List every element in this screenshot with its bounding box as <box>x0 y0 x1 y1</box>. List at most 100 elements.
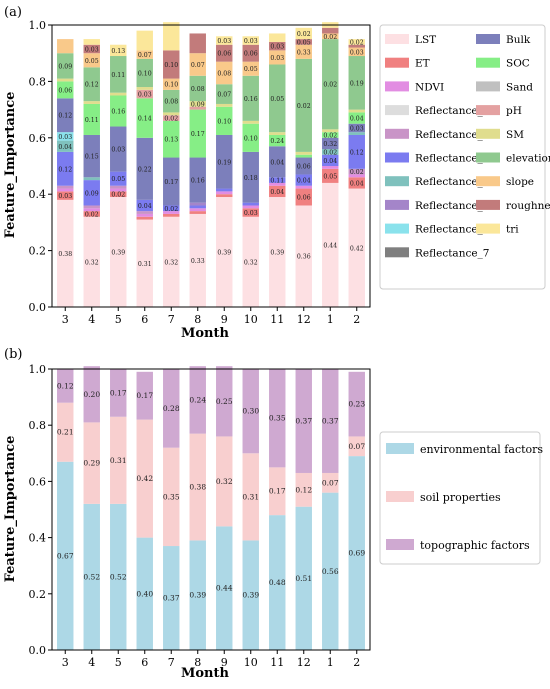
bar-segment <box>136 89 153 99</box>
data-label: 0.19 <box>350 80 364 87</box>
bar-segment <box>348 177 365 189</box>
legend-swatch <box>476 176 500 187</box>
bar-segment <box>57 81 74 99</box>
bar-segment <box>242 44 259 62</box>
legend-label: pH <box>506 105 522 117</box>
bar-segment <box>110 185 127 189</box>
bar-segment <box>322 182 339 307</box>
bar-segment <box>189 53 206 76</box>
bar-segment <box>348 56 365 110</box>
data-label: 0.44 <box>323 242 337 249</box>
x-tick-label: 8 <box>194 313 201 326</box>
bar-segment <box>269 146 286 178</box>
bar-segment <box>57 369 74 403</box>
data-label: 0.37 <box>295 416 312 425</box>
x-axis-label: Month <box>181 666 230 681</box>
data-label: 0.02 <box>350 39 364 46</box>
data-label: 0.13 <box>164 137 178 144</box>
bar-segment <box>163 157 180 206</box>
bar-segment <box>269 185 286 198</box>
bar-segment <box>216 61 233 85</box>
bar-segment <box>136 216 153 220</box>
data-label: 0.02 <box>323 132 337 139</box>
bar-segment <box>110 188 127 192</box>
bar-segment <box>189 433 206 541</box>
data-label: 0.14 <box>138 116 152 123</box>
bar-segment <box>163 50 180 79</box>
bar-segment <box>83 208 100 212</box>
bar-segment <box>163 115 180 121</box>
x-tick-label: 12 <box>297 656 311 669</box>
data-label: 0.05 <box>323 173 337 180</box>
bar-segment <box>216 188 233 192</box>
data-label: 0.28 <box>163 404 180 413</box>
data-label: 0.03 <box>244 210 258 217</box>
bar-segment <box>242 208 259 217</box>
data-label: 0.39 <box>189 591 206 600</box>
bar-segment <box>295 205 312 307</box>
legend-swatch <box>386 443 414 454</box>
plot-area: 0.380.030.120.040.030.120.060.090.320.02… <box>29 19 371 326</box>
x-tick-label: 4 <box>88 656 95 669</box>
legend-label: Reflectance_4 <box>415 176 490 188</box>
plot-area: 0.670.210.120.520.290.200.520.310.170.40… <box>29 363 371 669</box>
bar-segment <box>163 112 180 116</box>
bar-segment <box>348 188 365 307</box>
legend-swatch <box>476 57 500 68</box>
x-tick-label: 12 <box>297 313 311 326</box>
bar-segment <box>83 211 100 217</box>
bar-segment <box>295 58 312 152</box>
data-label: 0.06 <box>297 164 311 171</box>
data-label: 0.09 <box>85 190 99 197</box>
data-label: 0.32 <box>85 259 99 266</box>
data-label: 0.03 <box>58 134 72 141</box>
data-label: 0.12 <box>295 485 312 494</box>
bar-segment <box>295 157 312 175</box>
data-label: 0.16 <box>244 96 258 103</box>
data-label: 0.02 <box>323 149 337 156</box>
data-label: 0.35 <box>163 492 180 501</box>
bar-segment <box>136 58 153 88</box>
data-label: 0.32 <box>164 259 178 266</box>
bar-segment <box>83 67 100 102</box>
data-label: 0.15 <box>85 154 99 161</box>
legend-swatch <box>476 199 500 210</box>
bar-segment <box>83 44 100 54</box>
bar-segment <box>242 369 259 454</box>
bar-segment <box>242 61 259 76</box>
bar-segment <box>242 151 259 203</box>
data-label: 0.32 <box>244 259 258 266</box>
bar-segment <box>242 75 259 121</box>
data-label: 0.08 <box>217 70 231 77</box>
x-tick-label: 3 <box>62 656 69 669</box>
legend-swatch <box>385 199 409 210</box>
bar-segment <box>242 205 259 209</box>
panel-label: (a) <box>4 5 22 20</box>
legend-swatch <box>385 128 409 139</box>
data-label: 0.03 <box>111 147 125 154</box>
data-label: 0.48 <box>269 578 286 587</box>
bar-segment <box>242 202 259 206</box>
y-tick-label: 0.2 <box>29 245 47 258</box>
data-label: 0.13 <box>111 48 125 55</box>
bar-segment <box>136 537 153 650</box>
data-label: 0.08 <box>164 99 178 106</box>
bar-segment <box>216 44 233 62</box>
bar-segment <box>322 132 339 138</box>
data-label: 0.51 <box>295 574 312 583</box>
data-label: 0.02 <box>323 82 337 89</box>
data-label: 0.08 <box>191 86 205 93</box>
bar-segment <box>57 98 74 133</box>
legend-swatch <box>476 128 500 139</box>
y-tick-label: 0.0 <box>29 644 47 657</box>
bar-segment <box>189 202 206 206</box>
bar-segment <box>83 134 100 178</box>
data-label: 0.67 <box>57 551 74 560</box>
x-tick-label: 10 <box>244 313 258 326</box>
data-label: 0.03 <box>85 46 99 53</box>
data-label: 0.02 <box>164 116 178 123</box>
bar-segment <box>348 123 365 133</box>
legend-swatch <box>476 105 500 116</box>
bar-segment <box>269 132 286 135</box>
data-label: 0.52 <box>110 572 127 581</box>
